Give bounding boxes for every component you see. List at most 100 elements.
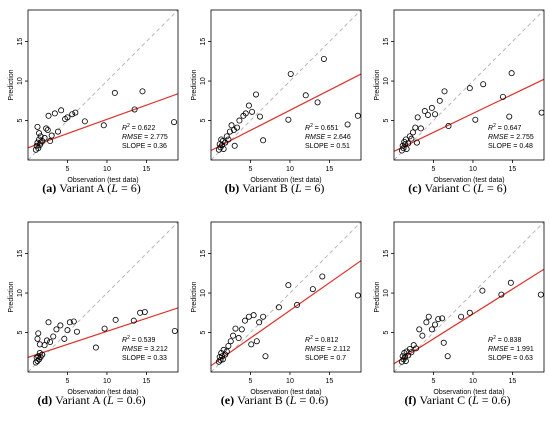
chart-panel: 5 10 15 5 10 15 Observation (test data) Predict… <box>183 212 366 424</box>
identity-line <box>211 10 361 160</box>
data-point <box>256 319 263 326</box>
data-point <box>47 138 54 145</box>
data-point <box>413 139 420 146</box>
y-tick-label: 10 <box>383 77 390 85</box>
scatter-plot: 5 10 15 5 10 15 Observation (test data) Predict… <box>374 9 545 184</box>
x-axis-label: Observation (test data) <box>433 389 504 396</box>
data-point <box>314 99 321 106</box>
data-point <box>131 106 138 113</box>
y-tick-label: 10 <box>17 289 24 297</box>
data-point <box>425 313 432 320</box>
data-point <box>242 110 249 117</box>
data-point <box>354 292 361 299</box>
data-point <box>253 338 260 345</box>
data-point <box>39 351 46 358</box>
identity-line <box>394 222 544 372</box>
x-axis-label: Observation (test data) <box>67 177 138 184</box>
data-point <box>130 317 137 324</box>
data-point <box>222 351 229 358</box>
data-point <box>230 332 237 339</box>
data-point <box>294 301 301 308</box>
slope-annotation: SLOPE = 0.33 <box>122 355 167 362</box>
y-tick-label: 10 <box>200 77 207 85</box>
panel-caption: (f) Variant C (L = 0.6) <box>404 393 511 407</box>
data-point <box>234 124 241 131</box>
data-point <box>479 287 486 294</box>
data-point <box>354 112 361 119</box>
data-point <box>101 325 108 332</box>
data-point <box>238 326 245 333</box>
y-tick-label: 5 <box>383 330 390 334</box>
y-axis-label: Prediction <box>374 281 381 312</box>
data-point <box>226 128 233 135</box>
data-point <box>37 139 44 146</box>
data-point <box>219 356 226 363</box>
r2-annotation: R2 = 0.539 <box>122 335 155 344</box>
data-point <box>480 81 487 88</box>
regression-line <box>394 78 544 152</box>
data-point <box>408 135 415 142</box>
x-tick-label: 5 <box>432 378 436 385</box>
data-point <box>70 318 77 325</box>
chart-panel: 5 10 15 5 10 15 Observation (test data) Predict… <box>183 0 366 212</box>
chart-panel: 5 10 15 5 10 15 Observation (test data) Predict… <box>0 212 183 424</box>
data-point <box>428 104 435 111</box>
data-point <box>498 291 505 298</box>
y-tick-label: 15 <box>17 250 24 258</box>
data-point <box>35 145 42 152</box>
identity-line <box>28 222 178 372</box>
plot-frame <box>210 221 362 373</box>
y-tick-label: 15 <box>17 38 24 46</box>
data-point <box>344 121 351 128</box>
data-point <box>472 116 479 123</box>
x-tick-label: 15 <box>143 378 151 385</box>
x-tick-label: 15 <box>509 166 517 173</box>
data-point <box>406 346 413 353</box>
y-tick-label: 5 <box>17 330 24 334</box>
r2-annotation: R2 = 0.812 <box>305 335 338 344</box>
y-tick-label: 5 <box>200 118 207 122</box>
scatter-plot: 5 10 15 5 10 15 Observation (test data) Predict… <box>8 9 179 184</box>
chart-panel: 5 10 15 5 10 15 Observation (test data) Predict… <box>366 212 549 424</box>
x-axis-label: Observation (test data) <box>250 177 321 184</box>
data-point <box>53 326 60 333</box>
data-point <box>262 353 269 360</box>
x-tick-label: 15 <box>326 378 334 385</box>
data-point <box>61 335 68 342</box>
data-point <box>73 328 80 335</box>
rmse-annotation: RMSE = 2.646 <box>305 134 351 141</box>
identity-line <box>28 10 178 160</box>
slope-annotation: SLOPE = 0.51 <box>305 143 350 150</box>
data-point <box>223 348 230 355</box>
data-point <box>45 112 52 119</box>
data-point <box>66 319 73 326</box>
y-axis-label: Prediction <box>191 69 198 100</box>
data-point <box>225 136 232 143</box>
data-point <box>236 117 243 124</box>
x-axis-label: Observation (test data) <box>67 389 138 396</box>
data-point <box>432 111 439 118</box>
data-point <box>458 313 465 320</box>
plot-frame <box>393 9 545 161</box>
data-point <box>507 279 514 286</box>
data-point <box>445 123 452 130</box>
data-point <box>245 102 252 109</box>
data-point <box>248 341 255 348</box>
data-point <box>436 97 443 104</box>
data-point <box>432 321 439 328</box>
data-point <box>48 132 55 139</box>
data-point <box>235 335 242 342</box>
y-axis-label: Prediction <box>8 69 15 100</box>
plot-frame <box>27 221 179 373</box>
panel-caption: (d) Variant A (L = 0.6) <box>37 393 146 407</box>
x-tick-label: 5 <box>249 166 253 173</box>
data-point <box>253 91 260 98</box>
data-point <box>416 326 423 333</box>
data-point <box>466 309 473 316</box>
data-point <box>319 273 326 280</box>
data-point <box>51 110 58 117</box>
data-point <box>111 89 118 96</box>
data-point <box>320 55 327 62</box>
data-point <box>250 312 257 319</box>
